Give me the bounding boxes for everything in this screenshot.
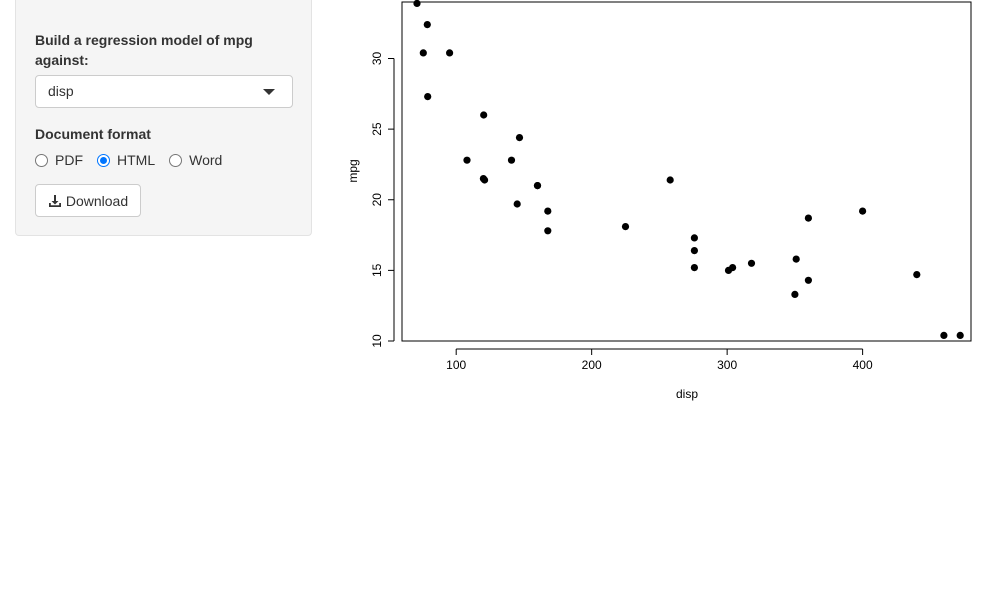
radio-word[interactable] bbox=[169, 153, 183, 167]
regression-scatter-plot: 100 200 300 400 10 15 20 25 30 disp mpg bbox=[333, 0, 988, 410]
data-point-1 bbox=[533, 182, 542, 190]
data-point-5 bbox=[621, 223, 630, 231]
data-points bbox=[413, 0, 964, 339]
scatter-plot-svg: 100 200 300 400 10 15 20 25 30 disp mpg bbox=[346, 0, 972, 401]
data-point-17 bbox=[423, 21, 431, 29]
data-point-10 bbox=[544, 227, 552, 235]
radio-pdf-label: PDF bbox=[55, 152, 83, 168]
data-point-13 bbox=[690, 264, 698, 272]
download-button[interactable]: Download bbox=[35, 184, 141, 217]
data-point-18 bbox=[419, 49, 427, 57]
data-point-27 bbox=[446, 49, 454, 57]
data-point-2 bbox=[463, 156, 471, 164]
data-point-26 bbox=[480, 111, 488, 119]
plot-frame bbox=[401, 1, 972, 342]
data-point-25 bbox=[424, 93, 432, 101]
x-axis-label: disp bbox=[676, 387, 698, 401]
y-axis-label: mpg bbox=[346, 159, 360, 182]
data-point-11 bbox=[690, 247, 698, 255]
x-tick-label-0: 100 bbox=[446, 358, 466, 372]
radio-pdf[interactable] bbox=[35, 153, 48, 167]
document-format-label: Document format bbox=[35, 126, 151, 142]
data-point-19 bbox=[413, 0, 421, 7]
variable-select[interactable]: disp bbox=[35, 75, 293, 108]
format-option-word[interactable]: Word bbox=[169, 152, 222, 168]
data-point-8 bbox=[507, 156, 516, 164]
model-variable-label: Build a regression model of mpg against: bbox=[35, 32, 253, 68]
data-point-3 bbox=[666, 176, 674, 184]
radio-html[interactable] bbox=[97, 153, 110, 167]
x-axis: 100 200 300 400 bbox=[446, 348, 873, 372]
x-tick-label-1: 200 bbox=[582, 358, 602, 372]
data-point-14 bbox=[956, 331, 964, 339]
format-option-pdf[interactable]: PDF bbox=[35, 152, 83, 168]
data-point-16 bbox=[913, 271, 921, 279]
download-icon bbox=[48, 194, 61, 207]
y-tick-label-0: 10 bbox=[370, 334, 384, 348]
data-point-24 bbox=[859, 207, 867, 215]
y-tick-label-2: 20 bbox=[370, 193, 384, 207]
radio-html-label: HTML bbox=[117, 152, 156, 168]
download-button-label: Download bbox=[65, 192, 129, 209]
data-point-31 bbox=[481, 176, 489, 184]
variable-select-value: disp bbox=[48, 83, 74, 99]
y-axis: 10 15 20 25 30 bbox=[370, 52, 395, 348]
data-point-28 bbox=[792, 255, 800, 263]
data-point-30 bbox=[724, 266, 733, 274]
caret-down-icon[interactable] bbox=[263, 89, 275, 95]
data-point-29 bbox=[513, 200, 521, 208]
data-point-9 bbox=[544, 207, 552, 215]
x-tick-label-3: 400 bbox=[853, 358, 873, 372]
data-point-7 bbox=[515, 134, 524, 142]
y-tick-label-3: 25 bbox=[370, 122, 384, 136]
data-point-4 bbox=[804, 214, 812, 222]
data-point-12 bbox=[690, 234, 698, 242]
data-point-6 bbox=[804, 276, 812, 284]
x-tick-label-2: 300 bbox=[717, 358, 737, 372]
sidebar-panel: Build a regression model of mpg against:… bbox=[15, 0, 312, 236]
data-point-15 bbox=[940, 331, 948, 339]
y-tick-label-1: 15 bbox=[370, 263, 384, 277]
format-option-html[interactable]: HTML bbox=[97, 152, 155, 168]
document-format-radio-group: PDF HTML Word bbox=[35, 150, 236, 170]
y-tick-label-4: 30 bbox=[370, 52, 384, 66]
data-point-23 bbox=[791, 290, 799, 298]
radio-word-label: Word bbox=[189, 152, 223, 168]
data-point-21 bbox=[747, 259, 756, 267]
